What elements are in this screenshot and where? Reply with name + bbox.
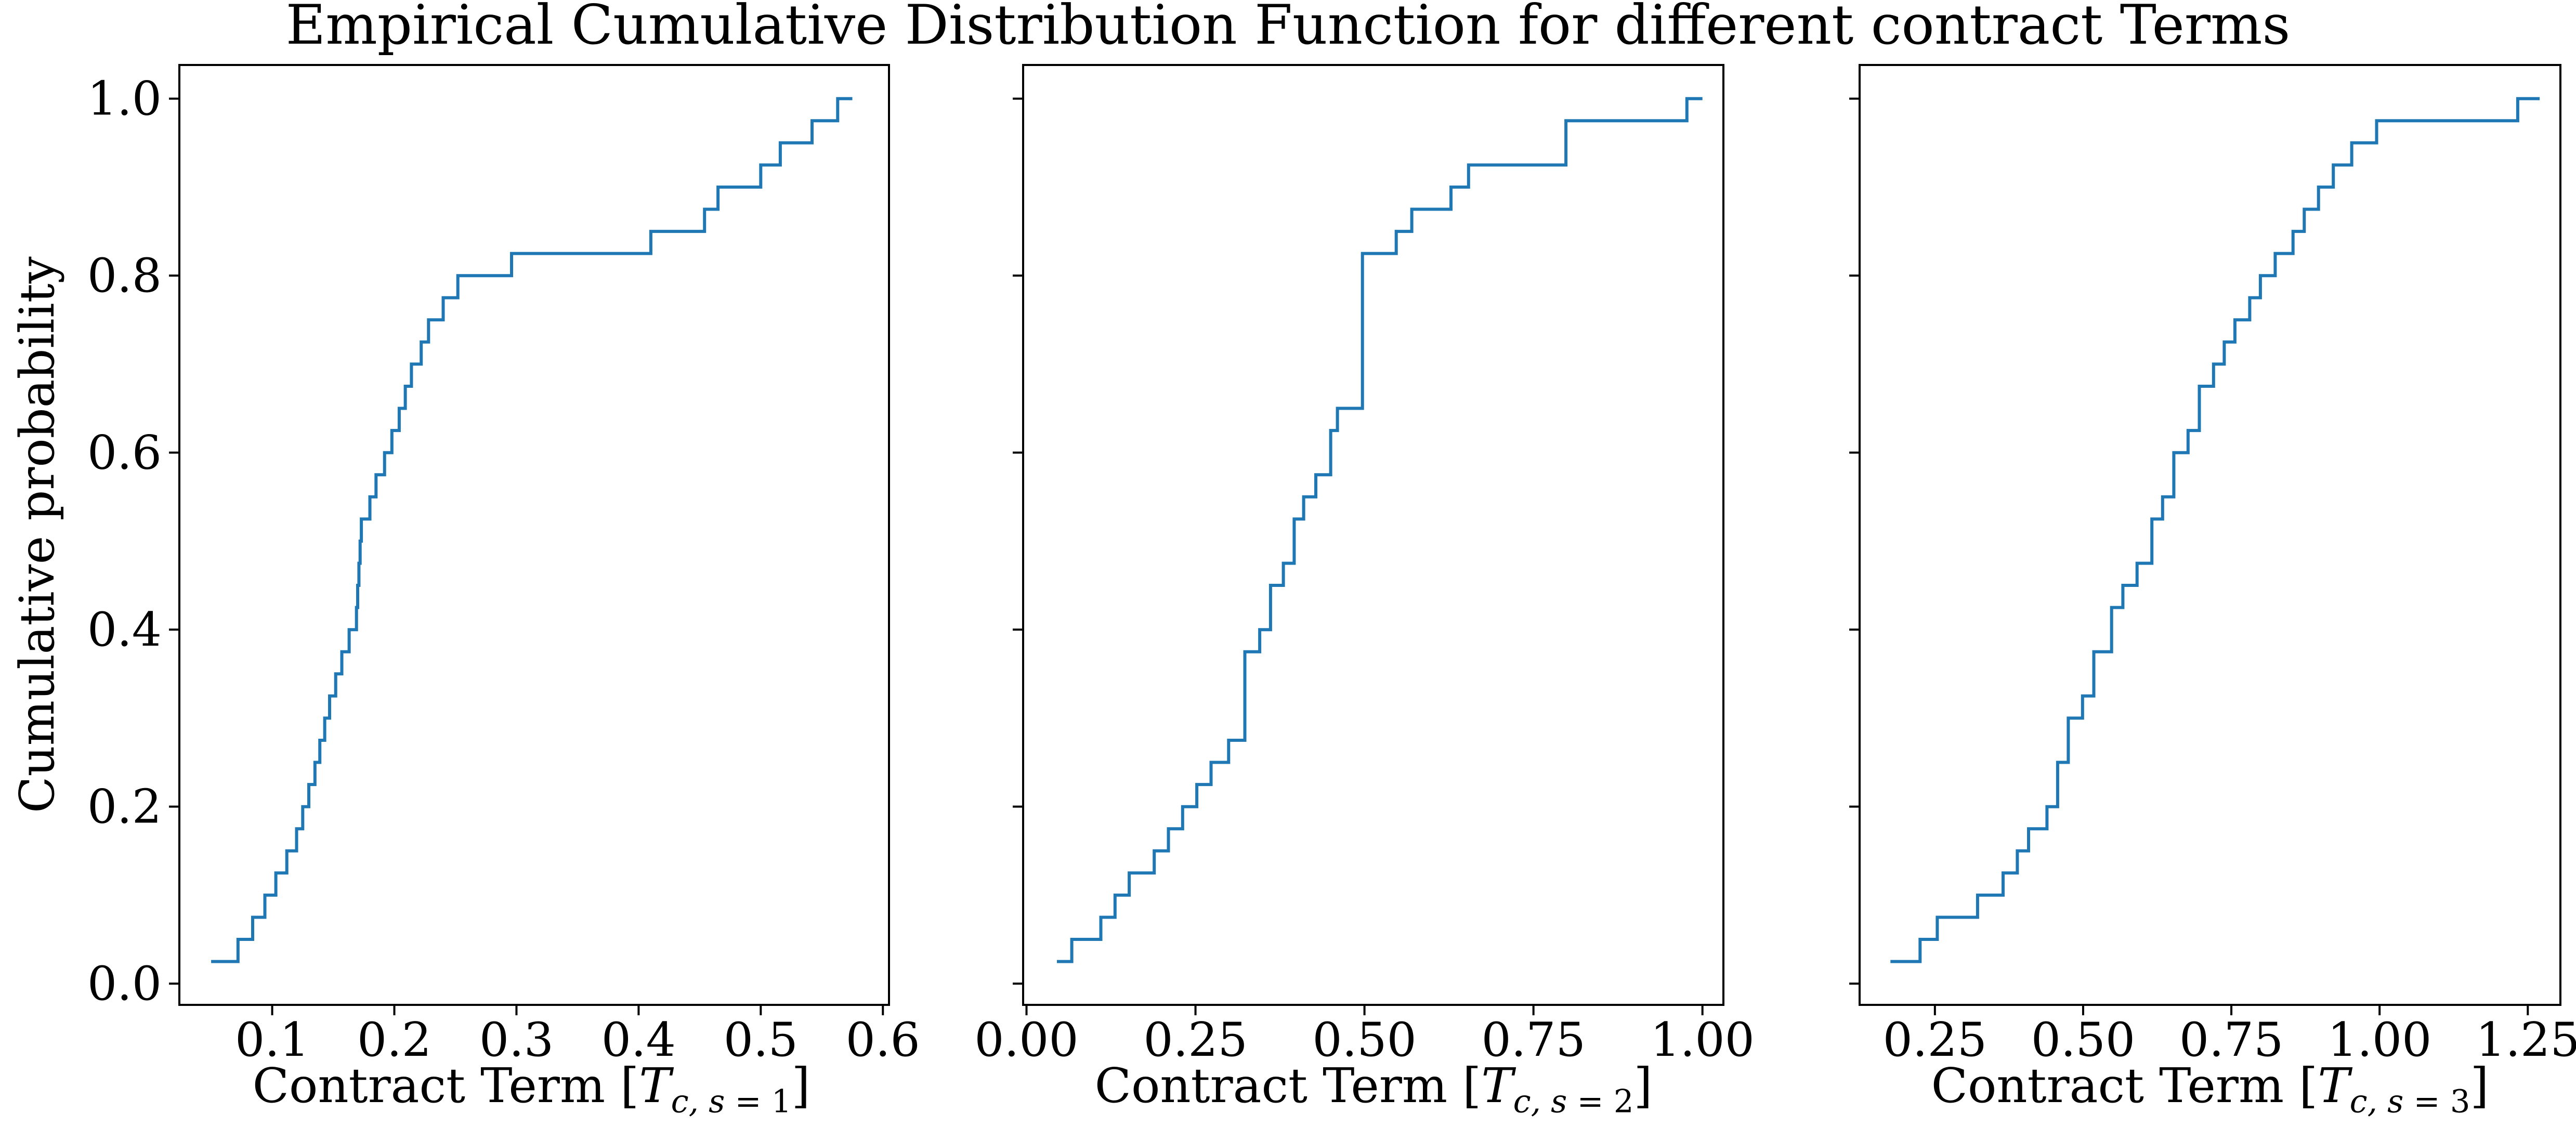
subplot-1-x-tick-label: 0.6 bbox=[846, 1013, 920, 1067]
subplot-2-x-tick-label: 0.50 bbox=[1312, 1013, 1416, 1067]
subplot-3-ecdf-curve bbox=[1890, 97, 2540, 963]
subplot-3-spines bbox=[1859, 64, 2561, 1006]
x-axis-label-subplot-2: Contract Term [Tc, s = 2] bbox=[1010, 1058, 1737, 1118]
subplot-2-spines bbox=[1022, 64, 1724, 1006]
xlabel-math-var: T bbox=[639, 1058, 671, 1114]
subplot-1-x-tick-label: 0.1 bbox=[235, 1013, 309, 1067]
x-axis-label-subplot-1: Contract Term [Tc, s = 1] bbox=[167, 1058, 895, 1118]
subplot-1-ecdf-curve bbox=[211, 97, 853, 963]
xlabel-text: Contract Term [ bbox=[1094, 1058, 1482, 1114]
xlabel-math-var: T bbox=[1481, 1058, 1513, 1114]
subplot-3-x-tick-label: 0.50 bbox=[2031, 1013, 2135, 1067]
y-axis-label: Cumulative probability bbox=[9, 256, 65, 814]
subplot-1-x-tick-label: 0.5 bbox=[724, 1013, 798, 1067]
xlabel-text-close: ] bbox=[1633, 1058, 1653, 1114]
y-tick-label: 0.4 bbox=[87, 603, 162, 657]
subplot-2-x-tick-label: 0.25 bbox=[1143, 1013, 1247, 1067]
xlabel-subscript: c, s = 2 bbox=[1513, 1083, 1634, 1120]
subplot-3-x-tick-label: 0.75 bbox=[2179, 1013, 2283, 1067]
subplot-2-x-tick-label: 1.00 bbox=[1650, 1013, 1754, 1067]
y-tick-label: 0.2 bbox=[87, 780, 162, 834]
xlabel-subscript: c, s = 1 bbox=[671, 1083, 792, 1120]
subplot-2-ecdf-curve bbox=[1057, 97, 1703, 963]
subplot-3-x-tick-label: 1.00 bbox=[2327, 1013, 2431, 1067]
y-tick-label: 1.0 bbox=[87, 72, 162, 126]
y-tick-label: 0.0 bbox=[87, 957, 162, 1011]
figure-title: Empirical Cumulative Distribution Functi… bbox=[285, 0, 2291, 57]
subplot-2-x-tick-label: 0.75 bbox=[1481, 1013, 1585, 1067]
subplot-2-x-tick-label: 0.00 bbox=[974, 1013, 1078, 1067]
xlabel-text-close: ] bbox=[2470, 1058, 2489, 1114]
subplot-3-x-tick-label: 1.25 bbox=[2476, 1013, 2576, 1067]
xlabel-subscript: c, s = 3 bbox=[2349, 1083, 2470, 1120]
subplot-1-x-tick-label: 0.2 bbox=[357, 1013, 431, 1067]
y-tick-label: 0.8 bbox=[87, 248, 162, 303]
subplot-1-x-tick-label: 0.4 bbox=[601, 1013, 676, 1067]
xlabel-text: Contract Term [ bbox=[1931, 1058, 2318, 1114]
y-tick-label: 0.6 bbox=[87, 426, 162, 480]
x-axis-label-subplot-3: Contract Term [Tc, s = 3] bbox=[1846, 1058, 2574, 1118]
xlabel-text-close: ] bbox=[791, 1058, 810, 1114]
xlabel-math-var: T bbox=[2318, 1058, 2350, 1114]
subplot-1-x-tick-label: 0.3 bbox=[479, 1013, 554, 1067]
subplot-1-spines bbox=[178, 64, 890, 1006]
subplot-3-x-tick-label: 0.25 bbox=[1883, 1013, 1987, 1067]
xlabel-text: Contract Term [ bbox=[252, 1058, 639, 1114]
